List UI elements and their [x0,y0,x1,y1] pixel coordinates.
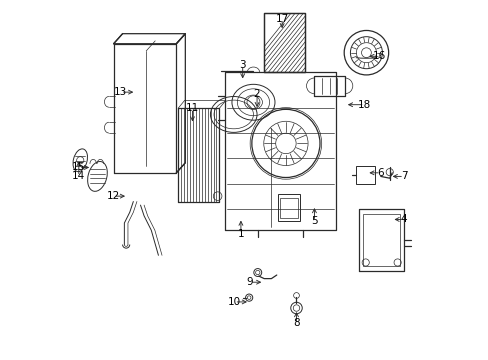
Text: 5: 5 [310,216,317,226]
Text: 17: 17 [275,14,288,24]
Bar [280,198,298,218]
Bar [362,214,400,266]
Text: 11: 11 [185,103,199,113]
Text: 4: 4 [400,215,407,224]
Text: 18: 18 [357,100,370,110]
Text: 7: 7 [400,171,407,181]
Text: 3: 3 [239,60,245,70]
Bar [355,166,375,184]
Text: 9: 9 [246,277,253,287]
Text: 2: 2 [253,89,260,99]
Text: 15: 15 [72,162,85,172]
Text: 13: 13 [114,87,127,97]
Text: 14: 14 [72,171,85,181]
Bar [278,194,300,221]
Text: 6: 6 [377,168,383,178]
Text: 16: 16 [371,51,385,61]
Text: 12: 12 [107,191,120,201]
Text: 1: 1 [237,229,244,239]
Text: 10: 10 [227,297,241,307]
Text: 8: 8 [293,319,299,328]
